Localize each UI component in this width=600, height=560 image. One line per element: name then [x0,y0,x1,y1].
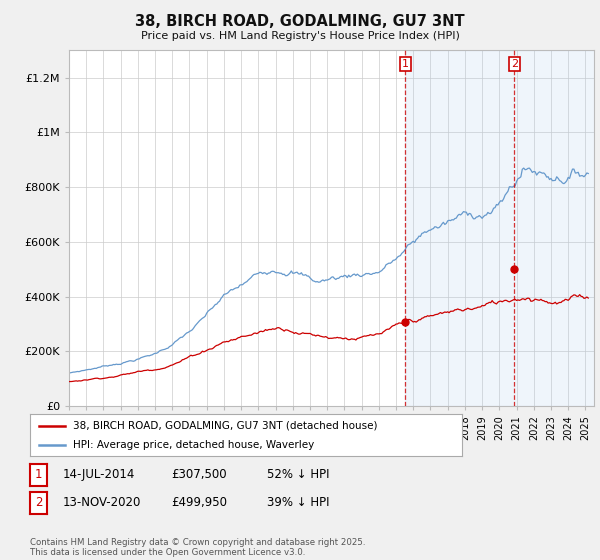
Text: HPI: Average price, detached house, Waverley: HPI: Average price, detached house, Wave… [73,440,314,450]
Text: 39% ↓ HPI: 39% ↓ HPI [267,496,329,510]
Text: 13-NOV-2020: 13-NOV-2020 [63,496,142,510]
Text: 2: 2 [35,496,42,510]
Text: 1: 1 [35,468,42,482]
Text: 14-JUL-2014: 14-JUL-2014 [63,468,136,482]
Text: £307,500: £307,500 [171,468,227,482]
Text: 2: 2 [511,59,518,69]
Text: Contains HM Land Registry data © Crown copyright and database right 2025.
This d: Contains HM Land Registry data © Crown c… [30,538,365,557]
Text: £499,950: £499,950 [171,496,227,510]
Text: 38, BIRCH ROAD, GODALMING, GU7 3NT: 38, BIRCH ROAD, GODALMING, GU7 3NT [135,14,465,29]
Text: 52% ↓ HPI: 52% ↓ HPI [267,468,329,482]
Text: 1: 1 [402,59,409,69]
Bar [406,50,600,406]
Text: Price paid vs. HM Land Registry's House Price Index (HPI): Price paid vs. HM Land Registry's House … [140,31,460,41]
Text: 38, BIRCH ROAD, GODALMING, GU7 3NT (detached house): 38, BIRCH ROAD, GODALMING, GU7 3NT (deta… [73,421,378,431]
